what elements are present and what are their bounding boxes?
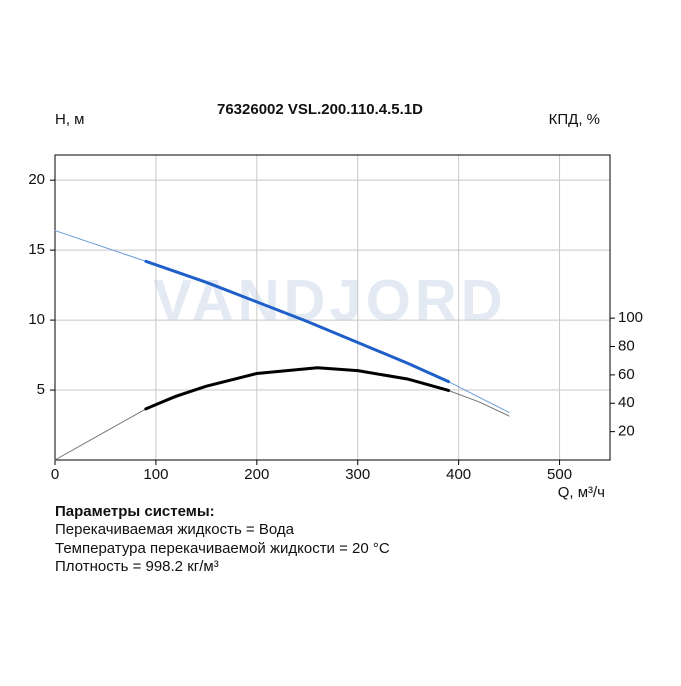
y2-axis-label: КПД, % bbox=[549, 111, 600, 128]
y-tick-label: 10 bbox=[28, 311, 45, 328]
plot-frame bbox=[54, 154, 611, 461]
parameter: Перекачиваемая жидкость = Вода bbox=[55, 521, 295, 538]
chart-title: 76326002 VSL.200.110.4.5.1D bbox=[217, 101, 423, 118]
x-tick-label: 500 bbox=[547, 466, 572, 483]
y-tick-label: 20 bbox=[28, 171, 45, 188]
parameter: Плотность = 998.2 кг/м³ bbox=[55, 558, 219, 575]
x-tick-label: 400 bbox=[446, 466, 471, 483]
curve bbox=[144, 366, 451, 411]
x-tick-label: 300 bbox=[345, 466, 370, 483]
y2-tick-label: 60 bbox=[618, 366, 635, 383]
x-tick-label: 100 bbox=[143, 466, 168, 483]
x-axis-label: Q, м³/ч bbox=[558, 484, 605, 501]
parameters-title: Параметры системы: bbox=[55, 503, 215, 520]
watermark: VANDJORD bbox=[153, 268, 506, 333]
y-tick-label: 15 bbox=[28, 241, 45, 258]
y-tick-label: 5 bbox=[37, 381, 45, 398]
parameter: Температура перекачиваемой жидкости = 20… bbox=[55, 540, 390, 557]
curve bbox=[144, 259, 451, 384]
y2-tick-label: 40 bbox=[618, 394, 635, 411]
y2-tick-label: 20 bbox=[618, 423, 635, 440]
curve bbox=[54, 367, 510, 461]
y-axis-label: H, м bbox=[55, 111, 84, 128]
x-tick-label: 200 bbox=[244, 466, 269, 483]
x-tick-label: 0 bbox=[51, 466, 59, 483]
y2-tick-label: 80 bbox=[618, 337, 635, 354]
y2-tick-label: 100 bbox=[618, 309, 643, 326]
